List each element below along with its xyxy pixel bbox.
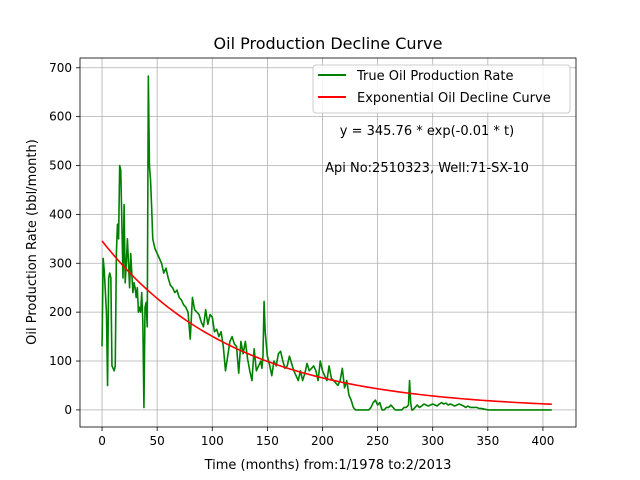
chart-title: Oil Production Decline Curve — [214, 34, 443, 53]
y-tick-label: 400 — [49, 207, 72, 221]
equation-annotation: y = 345.76 * exp(-0.01 * t) — [340, 124, 514, 139]
y-tick-label: 600 — [49, 110, 72, 124]
series-layer — [101, 75, 552, 411]
y-axis-label: Oil Production Rate (bbl/month) — [25, 139, 40, 345]
x-tick-label: 300 — [421, 434, 444, 448]
plot-frame — [79, 57, 577, 428]
y-tick-label: 200 — [49, 305, 72, 319]
x-tick-label: 100 — [201, 434, 224, 448]
y-tick-label: 300 — [49, 256, 72, 270]
series-exponential-decline-curve — [101, 240, 552, 406]
y-tick-label: 100 — [49, 354, 72, 368]
axis-ticks: 0 50 100 150 200 250 300 350 400 0 100 200 300 400 500… — [49, 61, 554, 448]
well-info-annotation: Api No:2510323, Well:71-SX-10 — [325, 161, 529, 176]
legend-label-true-rate: True Oil Production Rate — [356, 69, 513, 84]
y-tick-label: 700 — [49, 61, 72, 75]
x-axis-label: Time (months) from:1/1978 to:2/2013 — [204, 458, 452, 473]
series-true-oil-production-rate — [101, 75, 552, 411]
x-tick-label: 400 — [531, 434, 554, 448]
legend-box — [312, 64, 571, 114]
x-tick-label: 0 — [98, 434, 106, 448]
legend: True Oil Production Rate Exponential Oil… — [312, 64, 571, 114]
x-tick-label: 350 — [476, 434, 499, 448]
y-tick-label: 500 — [49, 159, 72, 173]
y-tick-label: 0 — [64, 403, 72, 417]
legend-label-exponential: Exponential Oil Decline Curve — [357, 91, 551, 106]
x-tick-label: 50 — [150, 434, 165, 448]
x-tick-label: 250 — [366, 434, 389, 448]
x-tick-label: 200 — [311, 434, 334, 448]
x-tick-label: 150 — [256, 434, 279, 448]
